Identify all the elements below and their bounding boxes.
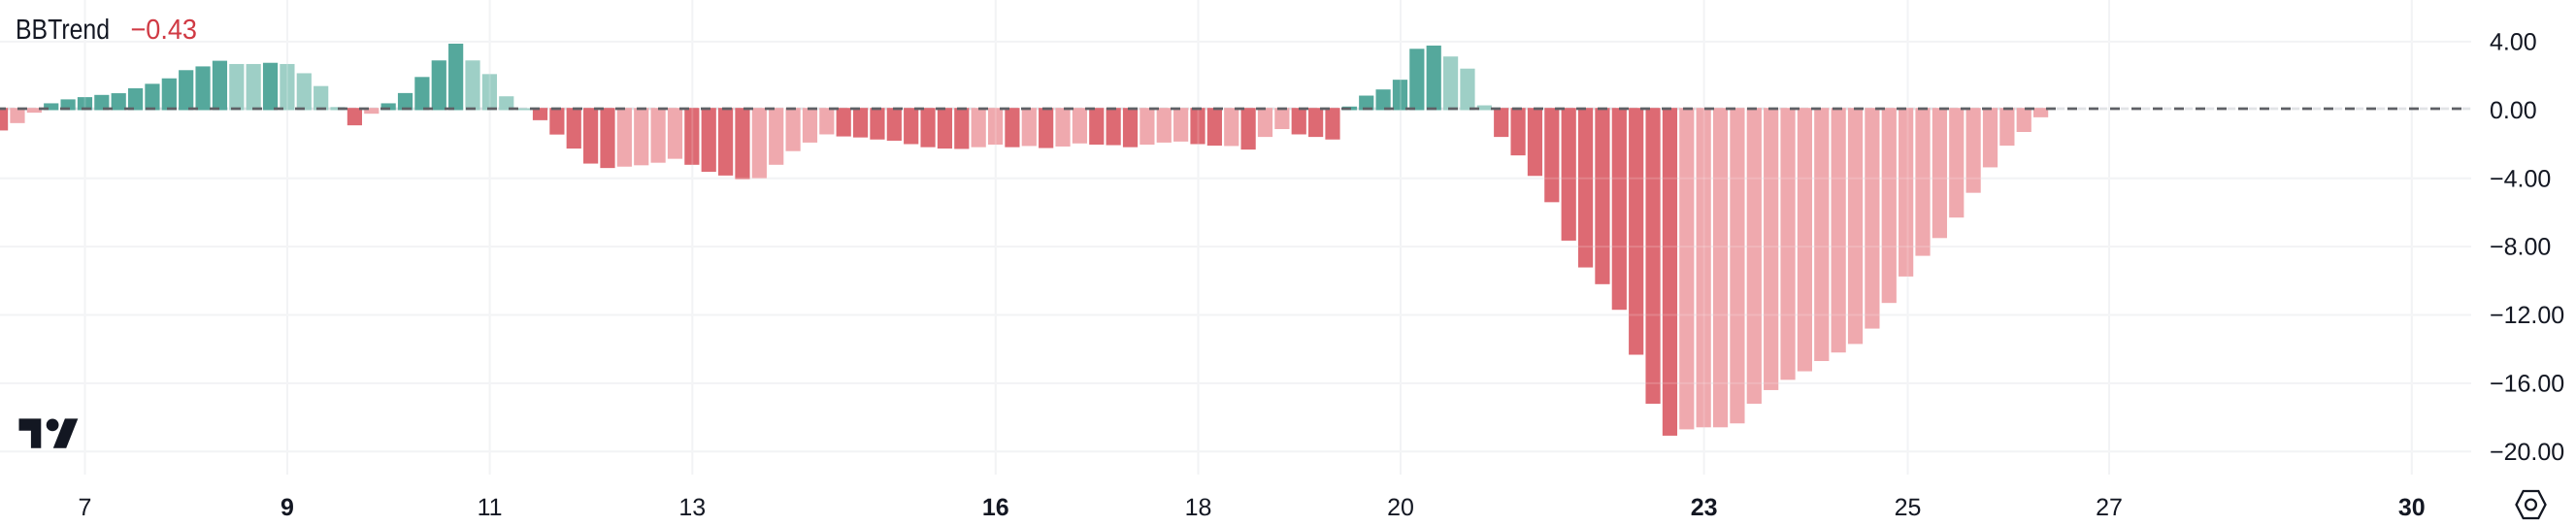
svg-text:BBTrend: BBTrend (16, 15, 110, 46)
svg-text:4.00: 4.00 (2490, 29, 2537, 56)
svg-text:25: 25 (1895, 494, 1922, 521)
svg-text:18: 18 (1185, 494, 1212, 521)
svg-text:0.00: 0.00 (2490, 97, 2537, 124)
svg-text:23: 23 (1691, 494, 1718, 521)
svg-text:30: 30 (2398, 494, 2426, 521)
svg-text:16: 16 (982, 494, 1009, 521)
svg-text:7: 7 (79, 494, 92, 521)
svg-text:11: 11 (478, 494, 503, 521)
svg-text:−0.43: −0.43 (131, 15, 198, 46)
svg-text:9: 9 (281, 494, 294, 521)
svg-text:−8.00: −8.00 (2490, 234, 2551, 261)
svg-text:−20.00: −20.00 (2490, 439, 2564, 466)
svg-text:−4.00: −4.00 (2490, 165, 2551, 192)
svg-text:27: 27 (2096, 494, 2123, 521)
svg-text:20: 20 (1387, 494, 1414, 521)
svg-text:13: 13 (678, 494, 706, 521)
svg-text:−16.00: −16.00 (2490, 371, 2564, 398)
svg-text:−12.00: −12.00 (2490, 302, 2564, 329)
